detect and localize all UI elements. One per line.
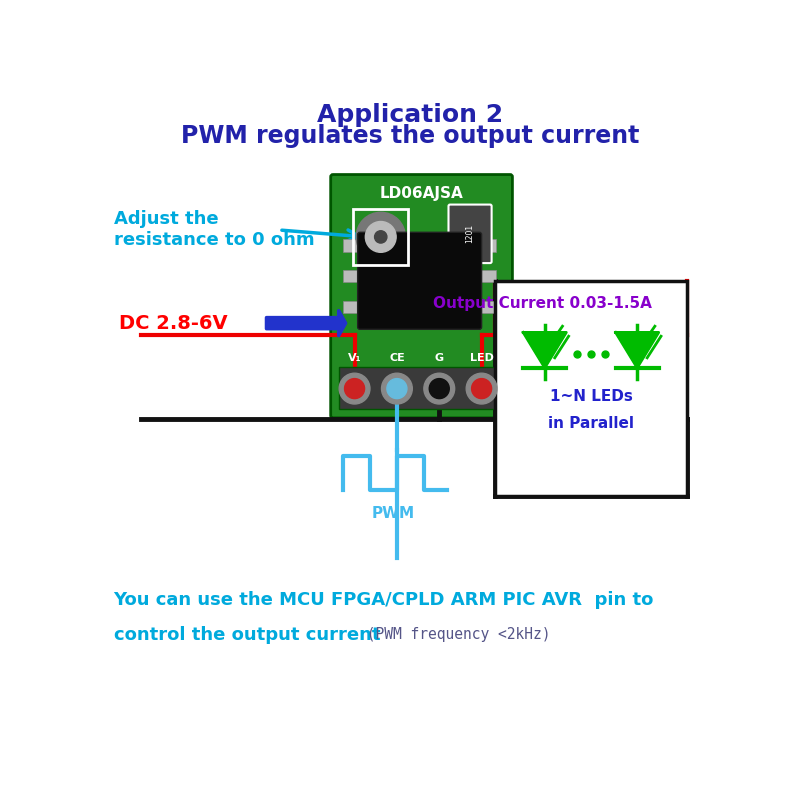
Circle shape	[374, 230, 387, 243]
Text: Adjust the: Adjust the	[114, 210, 218, 228]
Bar	[339, 367, 504, 410]
Bar	[343, 301, 360, 313]
Circle shape	[424, 373, 454, 404]
Circle shape	[356, 212, 406, 262]
Text: DC 2.8-6V: DC 2.8-6V	[119, 314, 227, 333]
Circle shape	[387, 378, 407, 398]
Text: Application 2: Application 2	[317, 103, 503, 127]
Text: G: G	[434, 353, 444, 363]
Text: V₁: V₁	[348, 353, 362, 363]
Circle shape	[366, 222, 396, 252]
Bar	[353, 209, 409, 265]
Text: PWM: PWM	[371, 506, 414, 521]
Text: resistance to 0 ohm: resistance to 0 ohm	[114, 231, 314, 249]
Text: LED: LED	[470, 353, 494, 363]
Text: PWM regulates the output current: PWM regulates the output current	[181, 124, 639, 148]
FancyBboxPatch shape	[330, 174, 513, 418]
Text: You can use the MCU FPGA/CPLD ARM PIC AVR  pin to: You can use the MCU FPGA/CPLD ARM PIC AV…	[114, 591, 654, 610]
Bar	[479, 301, 496, 313]
Circle shape	[345, 378, 365, 398]
Bar	[494, 281, 687, 496]
Text: control the output current: control the output current	[114, 626, 380, 644]
Text: Output Current 0.03-1.5A: Output Current 0.03-1.5A	[433, 296, 652, 311]
FancyBboxPatch shape	[449, 205, 492, 263]
Bar	[343, 270, 360, 282]
Circle shape	[472, 378, 492, 398]
Text: ADJ: ADJ	[415, 276, 443, 290]
Bar	[479, 270, 496, 282]
Polygon shape	[615, 332, 658, 368]
Bar	[343, 239, 360, 251]
Text: LD06AJSA: LD06AJSA	[380, 186, 463, 202]
Text: 1201: 1201	[466, 224, 474, 243]
Text: (PWM frequency <2kHz): (PWM frequency <2kHz)	[358, 627, 550, 642]
Circle shape	[430, 378, 450, 398]
Text: 1~N LEDs: 1~N LEDs	[550, 389, 632, 404]
Text: CE: CE	[389, 353, 405, 363]
Text: in Parallel: in Parallel	[548, 416, 634, 430]
Circle shape	[466, 373, 497, 404]
Polygon shape	[523, 332, 566, 368]
Circle shape	[382, 373, 412, 404]
Circle shape	[339, 373, 370, 404]
Bar	[479, 239, 496, 251]
FancyBboxPatch shape	[358, 232, 482, 330]
